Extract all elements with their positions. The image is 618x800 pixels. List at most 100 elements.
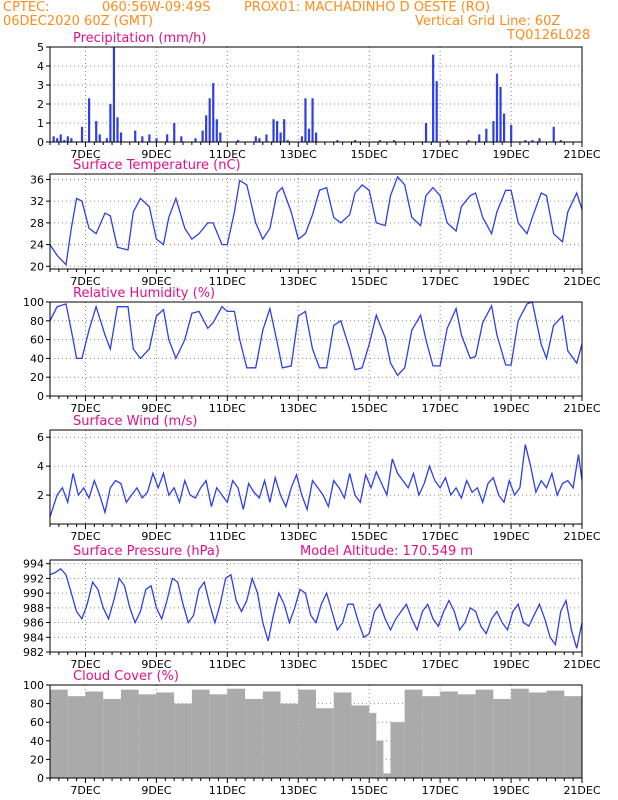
y-tick-label: 2 — [37, 489, 44, 502]
x-tick-label: 13DEC — [280, 275, 317, 288]
x-tick-label: 7DEC — [70, 402, 100, 415]
precip-bar — [495, 73, 499, 142]
x-tick-label: 21DEC — [563, 275, 600, 288]
y-tick-label: 988 — [23, 602, 44, 615]
y-tick-label: 3 — [37, 79, 44, 92]
cloud-bar — [351, 705, 370, 778]
y-tick-label: 100 — [23, 679, 44, 692]
precip-bar — [194, 138, 197, 142]
y-tick-label: 0 — [37, 772, 44, 785]
x-tick-label: 19DEC — [493, 402, 530, 415]
precip-bar — [424, 123, 428, 142]
precip-bar — [201, 130, 204, 142]
cloud-bar — [298, 689, 316, 778]
header-run-time: 06DEC2020 60Z (GMT) — [3, 14, 154, 29]
x-tick-label: 11DEC — [209, 275, 246, 288]
x-tick-label: 19DEC — [493, 784, 530, 797]
precip-bar — [88, 98, 91, 142]
cloud-bar — [262, 691, 281, 778]
x-tick-label: 7DEC — [70, 530, 100, 543]
x-tick-label: 17DEC — [422, 658, 459, 671]
precip-bar — [304, 98, 307, 142]
cloud-bar — [564, 696, 582, 778]
precip-bar — [134, 130, 137, 142]
panel-frame — [49, 429, 583, 525]
precip-bar — [307, 128, 311, 142]
precip-bar — [336, 140, 339, 142]
panel-2 — [46, 301, 583, 401]
cloud-bar — [457, 694, 476, 778]
header-vertical-grid: Vertical Grid Line: 60Z — [415, 14, 561, 29]
cloud-bar — [209, 694, 228, 778]
panel-title: Surface Temperature (nC) — [73, 158, 241, 173]
cloud-bar — [383, 773, 391, 778]
y-tick-label: 992 — [23, 572, 44, 585]
panel-5 — [46, 684, 583, 783]
cloud-bar — [528, 692, 547, 778]
precip-bar — [300, 136, 304, 142]
precip-bar — [70, 138, 73, 142]
y-tick-label: 984 — [23, 631, 44, 644]
x-tick-label: 9DEC — [141, 402, 171, 415]
panel-title: Cloud Cover (%) — [73, 669, 179, 684]
x-tick-label: 17DEC — [422, 402, 459, 415]
precip-bar — [286, 140, 289, 142]
x-tick-label: 9DEC — [141, 275, 171, 288]
panel-title: Surface Pressure (hPa) — [73, 544, 220, 559]
precip-bar — [378, 140, 382, 142]
precip-bar — [279, 132, 282, 142]
precip-bar — [119, 132, 123, 142]
precip-bar — [283, 119, 286, 142]
precip-bar — [116, 117, 119, 142]
y-tick-label: 0 — [37, 136, 44, 149]
precip-bar — [531, 140, 534, 142]
precip-bar — [467, 140, 470, 142]
precip-bar — [315, 132, 318, 142]
cloud-bar — [120, 689, 139, 778]
x-tick-label: 17DEC — [422, 275, 459, 288]
y-tick-label: 40 — [30, 352, 44, 365]
panel-0 — [46, 46, 583, 147]
x-tick-label: 11DEC — [209, 530, 246, 543]
x-tick-label: 21DEC — [563, 658, 600, 671]
cloud-bar — [493, 698, 512, 778]
y-tick-label: 986 — [23, 617, 44, 630]
x-tick-label: 17DEC — [422, 148, 459, 161]
y-tick-label: 5 — [37, 41, 44, 54]
precip-bar — [66, 136, 69, 142]
precip-bar — [56, 138, 59, 142]
cloud-bar — [174, 703, 192, 778]
precip-bar — [215, 119, 218, 142]
cloud-bar — [440, 691, 458, 778]
precip-bar — [510, 124, 513, 142]
precip-bar — [446, 140, 449, 142]
series-line — [49, 567, 583, 649]
x-tick-label: 19DEC — [493, 275, 530, 288]
cloud-bar — [67, 696, 86, 778]
cloud-bar — [85, 691, 104, 778]
panel-4 — [46, 559, 583, 657]
y-tick-label: 994 — [23, 558, 44, 571]
panel-title: Surface Wind (m/s) — [73, 414, 197, 429]
precip-bar — [95, 121, 98, 142]
y-tick-label: 2 — [37, 98, 44, 111]
precip-bar — [502, 113, 506, 142]
precip-bar — [524, 140, 527, 142]
y-tick-label: 20 — [30, 260, 44, 273]
x-tick-label: 17DEC — [422, 784, 459, 797]
precip-bar — [59, 134, 62, 142]
x-tick-label: 15DEC — [351, 530, 388, 543]
precip-bar — [432, 54, 435, 142]
x-tick-label: 21DEC — [563, 530, 600, 543]
series-line — [49, 175, 583, 267]
precip-bar — [272, 119, 275, 142]
x-tick-label: 11DEC — [209, 402, 246, 415]
cloud-bar — [280, 703, 299, 778]
cloud-bar — [191, 689, 210, 778]
cloud-bar — [369, 712, 377, 778]
cloud-bar — [546, 690, 565, 778]
x-tick-label: 7DEC — [70, 148, 100, 161]
series-line — [49, 444, 583, 518]
y-tick-label: 60 — [30, 334, 44, 347]
precip-bar — [485, 128, 488, 142]
